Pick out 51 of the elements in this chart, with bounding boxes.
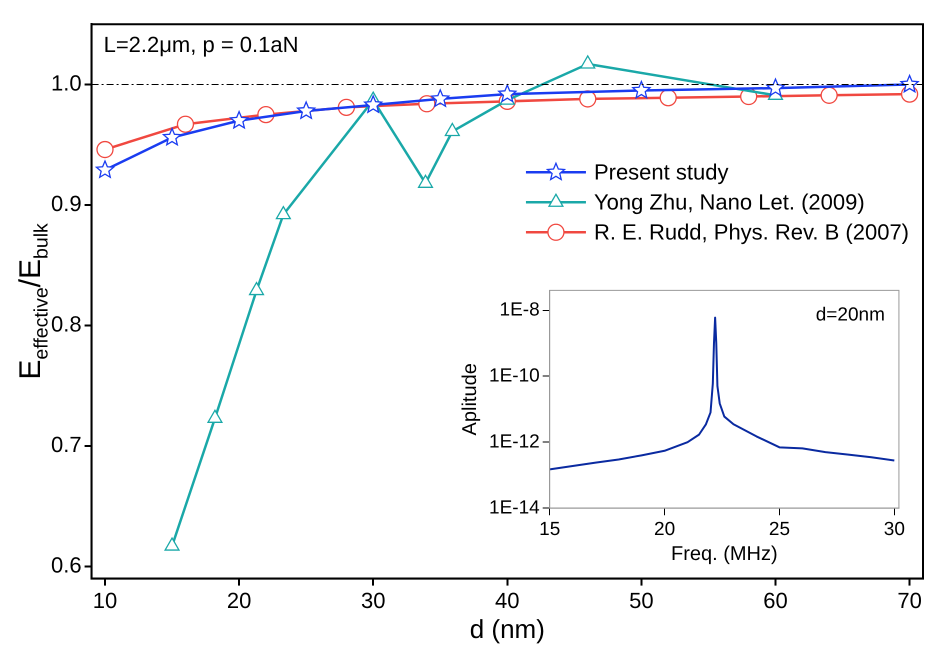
legend-label: R. E. Rudd, Phys. Rev. B (2007)	[594, 219, 910, 244]
annotation: d=20nm	[816, 304, 885, 326]
y-tick-label: 1E-12	[489, 431, 540, 452]
point	[444, 122, 460, 136]
point	[162, 128, 182, 146]
point	[248, 282, 264, 296]
x-axis-title: Freq. (MHz)	[670, 543, 778, 565]
annotation: L=2.2μm, p = 0.1aN	[104, 32, 298, 58]
point	[820, 86, 838, 104]
point	[660, 89, 677, 106]
x-tick-label: 20	[654, 518, 676, 540]
x-axis-title: d (nm)	[470, 614, 545, 644]
point	[296, 101, 316, 119]
y-tick-label: 1E-14	[489, 497, 540, 518]
legend-label: Yong Zhu, Nano Let. (2009)	[594, 189, 865, 214]
x-tick-label: 20	[226, 588, 252, 613]
y-tick-label: 1.0	[50, 70, 82, 96]
x-tick-label: 15	[539, 518, 560, 540]
y-tick-label: 0.8	[50, 312, 82, 337]
point	[364, 95, 382, 113]
x-tick-label: 30	[360, 588, 386, 613]
point	[431, 89, 450, 107]
y-axis-title: Aplitude	[459, 363, 481, 436]
point	[418, 174, 434, 188]
point	[176, 116, 194, 133]
y-tick-label: 1E-8	[500, 299, 540, 320]
point	[207, 410, 223, 423]
point	[579, 90, 596, 108]
point	[900, 74, 919, 92]
legend-label: Present study	[594, 159, 728, 184]
x-tick-label: 60	[763, 588, 788, 613]
x-tick-label: 50	[629, 588, 654, 613]
x-tick-label: 25	[768, 518, 790, 540]
point	[632, 80, 651, 98]
point	[580, 55, 596, 69]
point	[276, 206, 291, 220]
y-tick-label: 1E-10	[489, 365, 540, 386]
point	[766, 78, 785, 96]
y-axis-title: Eeffective/Ebulk	[14, 222, 52, 380]
point	[164, 537, 180, 551]
x-tick-label: 40	[495, 588, 520, 613]
y-tick-label: 0.9	[50, 191, 82, 216]
point	[230, 110, 248, 129]
x-tick-label: 10	[92, 588, 118, 613]
y-tick-label: 0.6	[50, 552, 82, 578]
y-tick-label: 0.7	[50, 432, 82, 458]
point	[96, 140, 114, 158]
point	[498, 84, 516, 102]
x-tick-label: 70	[897, 588, 922, 613]
x-tick-label: 30	[884, 518, 905, 540]
point	[96, 160, 114, 178]
